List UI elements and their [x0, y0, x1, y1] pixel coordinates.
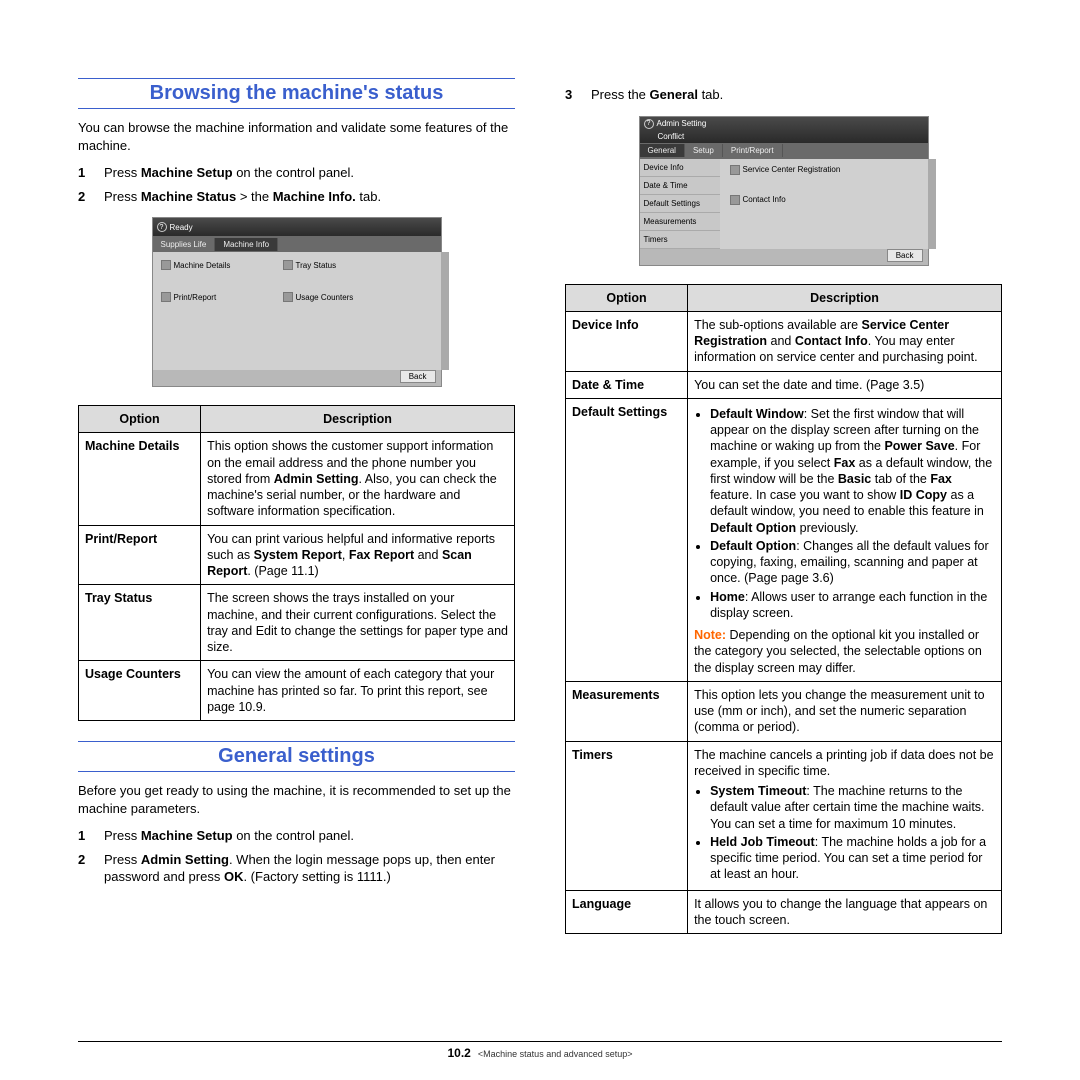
status-ready: Ready: [170, 223, 193, 232]
screenshot-machine-info: ? Ready Supplies Life Machine Info Machi…: [152, 217, 442, 387]
help-icon: ?: [157, 222, 167, 232]
step-3: 3 Press the General tab.: [565, 86, 1002, 104]
table-general-options: OptionDescription Device Info The sub-op…: [565, 284, 1002, 935]
left-column: Browsing the machine's status You can br…: [78, 78, 515, 1038]
browsing-steps: 1 Press Machine Setup on the control pan…: [78, 164, 515, 205]
step-num: 2: [78, 188, 92, 206]
general-steps-cont: 3 Press the General tab.: [565, 86, 1002, 104]
btn-usage-counters: Usage Counters: [283, 292, 354, 302]
heading-browsing: Browsing the machine's status: [78, 78, 515, 109]
right-column: 3 Press the General tab. ?Admin Setting …: [565, 78, 1002, 1038]
back-button: Back: [887, 249, 923, 262]
tab-setup: Setup: [685, 144, 723, 157]
note-label: Note:: [694, 628, 729, 642]
title-conflict: Conflict: [644, 132, 685, 141]
table-row: Measurements This option lets you change…: [566, 681, 1002, 741]
table-row: Machine Details This option shows the cu…: [79, 433, 515, 525]
intro-general: Before you get ready to using the machin…: [78, 782, 515, 817]
th-option: Option: [79, 406, 201, 433]
th-description: Description: [201, 406, 515, 433]
th-description: Description: [688, 284, 1002, 311]
intro-browsing: You can browse the machine information a…: [78, 119, 515, 154]
side-date-time: Date & Time: [640, 177, 720, 195]
general-steps: 1 Press Machine Setup on the control pan…: [78, 827, 515, 886]
table-row: Timers The machine cancels a printing jo…: [566, 741, 1002, 890]
table-row: Usage Counters You can view the amount o…: [79, 661, 515, 721]
btn-machine-details: Machine Details: [161, 260, 231, 270]
step-text: Press Machine Status > the Machine Info.…: [104, 188, 381, 206]
side-timers: Timers: [640, 231, 720, 249]
btn-tray-status: Tray Status: [283, 260, 337, 270]
back-button: Back: [400, 370, 436, 383]
step-num: 1: [78, 164, 92, 182]
table-row: Print/Report You can print various helpf…: [79, 525, 515, 585]
step-2: 2 Press Admin Setting. When the login me…: [78, 851, 515, 886]
step-2: 2 Press Machine Status > the Machine Inf…: [78, 188, 515, 206]
step-1: 1 Press Machine Setup on the control pan…: [78, 164, 515, 182]
step-text: Press Machine Setup on the control panel…: [104, 164, 354, 182]
btn-service-center: Service Center Registration: [730, 165, 841, 175]
side-measurements: Measurements: [640, 213, 720, 231]
table-row: Date & Time You can set the date and tim…: [566, 371, 1002, 398]
side-device-info: Device Info: [640, 159, 720, 177]
screenshot-general-tab: ?Admin Setting Conflict General Setup Pr…: [639, 116, 929, 266]
tab-print-report: Print/Report: [723, 144, 783, 157]
help-icon: ?: [644, 119, 654, 129]
table-row: Tray Status The screen shows the trays i…: [79, 585, 515, 661]
heading-general-settings: General settings: [78, 741, 515, 772]
btn-contact-info: Contact Info: [730, 195, 786, 205]
tab-supplies-life: Supplies Life: [153, 238, 216, 251]
chapter-name: <Machine status and advanced setup>: [478, 1049, 633, 1059]
side-default-settings: Default Settings: [640, 195, 720, 213]
table-machine-info-options: OptionDescription Machine Details This o…: [78, 405, 515, 721]
table-row: Device Info The sub-options available ar…: [566, 311, 1002, 371]
page-number: 10.2: [447, 1046, 470, 1060]
tab-general: General: [640, 144, 685, 157]
page-footer: 10.2 <Machine status and advanced setup>: [78, 1041, 1002, 1060]
step-1: 1 Press Machine Setup on the control pan…: [78, 827, 515, 845]
tab-machine-info: Machine Info: [215, 238, 278, 251]
title-admin-setting: Admin Setting: [657, 119, 707, 128]
th-option: Option: [566, 284, 688, 311]
table-row: Default Settings Default Window: Set the…: [566, 398, 1002, 681]
table-row: Language It allows you to change the lan…: [566, 890, 1002, 934]
btn-print-report: Print/Report: [161, 292, 217, 302]
